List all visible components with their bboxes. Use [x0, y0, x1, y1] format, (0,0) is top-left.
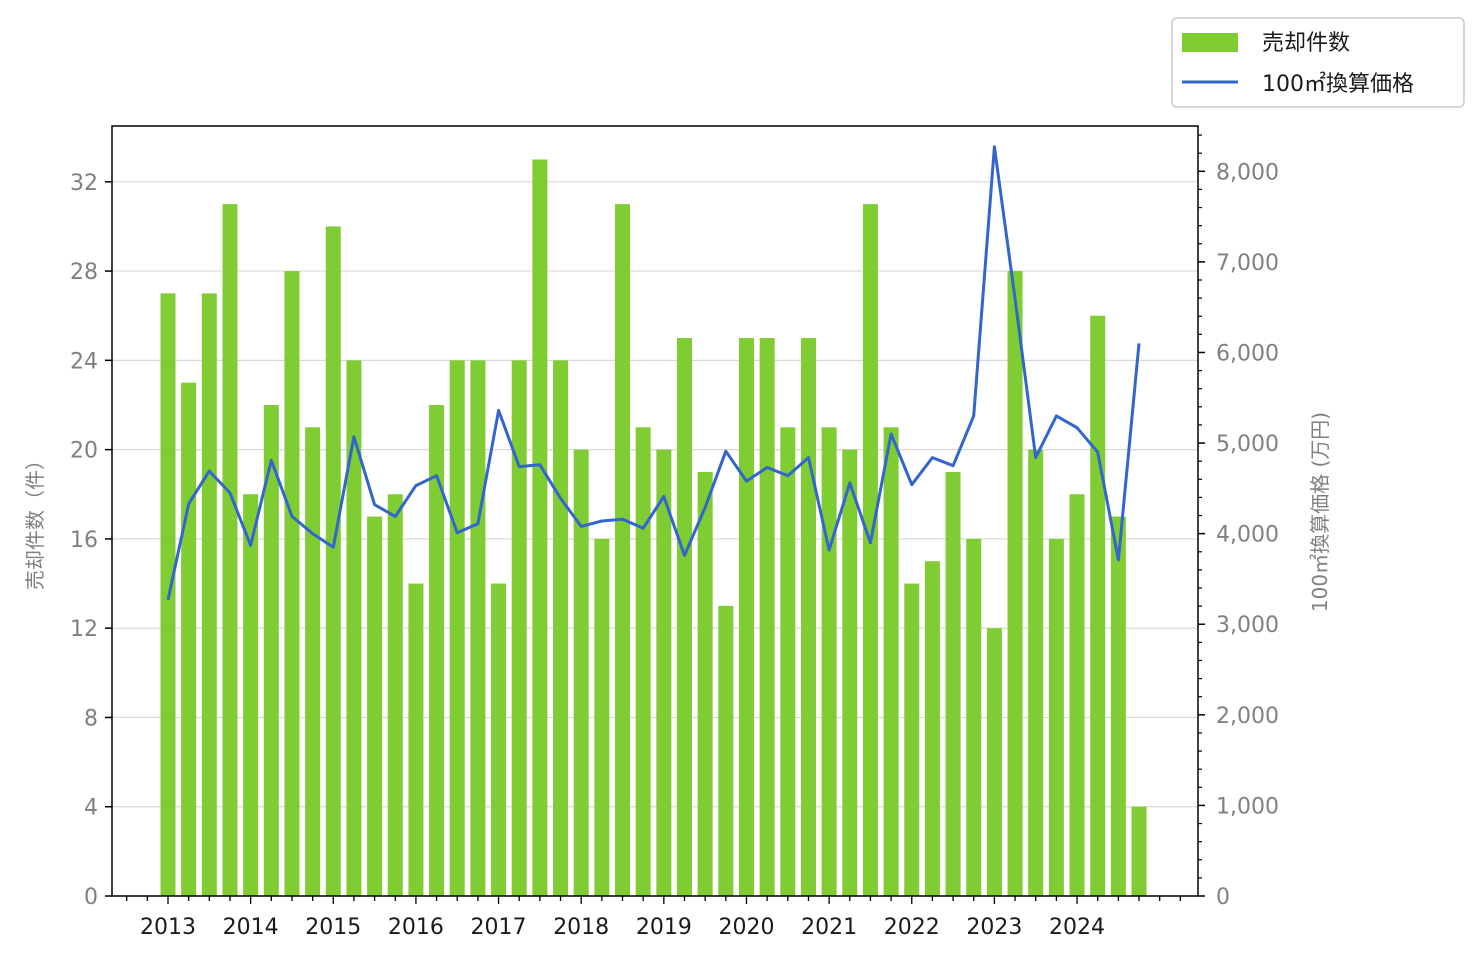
right-tick-label: 1,000 — [1216, 794, 1279, 819]
bar — [759, 338, 775, 896]
left-tick-label: 24 — [70, 349, 98, 374]
bar — [1090, 315, 1106, 896]
legend-bar-swatch — [1182, 33, 1238, 52]
x-tick-label: 2021 — [801, 915, 857, 940]
bar — [387, 494, 403, 896]
bar — [1131, 806, 1147, 896]
bar — [449, 360, 465, 896]
x-tick-label: 2016 — [388, 915, 444, 940]
x-tick-label: 2017 — [471, 915, 527, 940]
bar — [986, 628, 1002, 896]
bar — [904, 583, 920, 896]
bar — [615, 204, 631, 896]
x-tick-label: 2020 — [718, 915, 774, 940]
price-line-series — [166, 145, 1141, 601]
bar — [532, 159, 548, 896]
x-tick-label: 2023 — [966, 915, 1022, 940]
right-tick-label: 5,000 — [1216, 432, 1279, 457]
bar — [677, 338, 692, 896]
bar — [966, 538, 982, 896]
bar — [821, 427, 837, 896]
bar — [594, 538, 610, 896]
bar — [429, 404, 445, 896]
bar — [697, 471, 713, 896]
right-tick-label: 2,000 — [1216, 704, 1279, 729]
legend-bar-label: 売却件数 — [1262, 31, 1350, 56]
x-tick-label: 2024 — [1049, 915, 1105, 940]
x-tick-label: 2014 — [223, 915, 279, 940]
bar — [263, 404, 279, 896]
bar — [945, 471, 961, 896]
right-tick-label: 6,000 — [1216, 341, 1279, 366]
right-tick-label: 4,000 — [1216, 523, 1279, 548]
x-tick-label: 2022 — [884, 915, 940, 940]
bar — [222, 204, 238, 896]
plot-frame — [111, 125, 1199, 897]
bar — [408, 583, 424, 896]
bar — [842, 449, 858, 896]
legend-frame — [1171, 17, 1465, 108]
left-tick-label: 28 — [70, 260, 98, 285]
x-tick-label: 2013 — [140, 915, 196, 940]
right-axis-title: 100㎡換算価格 (万円) — [1308, 412, 1332, 612]
left-axis-title: 売却件数（件） — [23, 450, 47, 590]
bar — [201, 293, 217, 896]
bar — [1028, 449, 1044, 896]
bar — [181, 382, 197, 897]
left-tick-label: 16 — [70, 528, 98, 553]
left-tick-label: 20 — [70, 439, 98, 464]
bar — [346, 360, 362, 896]
left-tick-label: 8 — [84, 706, 98, 731]
right-tick-label: 8,000 — [1216, 160, 1279, 185]
legend: 売却件数 100㎡換算価格 — [1171, 17, 1465, 108]
bar — [470, 360, 486, 896]
bar — [1110, 516, 1126, 896]
legend-line-label: 100㎡換算価格 — [1262, 71, 1414, 97]
left-axis: 0 4 8 12 16 20 24 28 32 — [70, 171, 112, 910]
bar — [883, 427, 899, 896]
bar — [635, 427, 651, 896]
bar — [511, 360, 527, 896]
bar — [573, 449, 589, 896]
bar — [325, 226, 341, 896]
bar-series — [160, 159, 1147, 897]
bar — [284, 271, 300, 896]
bar — [491, 583, 507, 896]
left-tick-label: 4 — [84, 796, 98, 821]
left-tick-label: 12 — [70, 617, 98, 642]
bar — [738, 338, 754, 896]
right-tick-label: 7,000 — [1216, 251, 1279, 276]
bar — [305, 427, 321, 896]
bar — [780, 427, 796, 896]
bar — [656, 449, 672, 896]
bar — [367, 516, 383, 896]
bar — [800, 338, 816, 896]
bar — [1007, 271, 1023, 896]
left-tick-label: 32 — [70, 171, 98, 196]
right-tick-label: 3,000 — [1216, 613, 1279, 638]
x-axis: 2013 2014 2015 2016 2017 2018 2019 2020 2021 2022… — [126, 896, 1181, 940]
bar — [553, 360, 569, 896]
x-tick-label: 2015 — [305, 915, 361, 940]
x-tick-label: 2018 — [553, 915, 609, 940]
right-axis: 0 1,000 2,000 3,000 4,000 5,000 6,000 7,000 8,00… — [1198, 134, 1279, 910]
bar — [862, 204, 878, 896]
bar — [1048, 538, 1064, 896]
right-tick-label: 0 — [1216, 885, 1230, 910]
x-tick-label: 2019 — [636, 915, 692, 940]
bar — [718, 605, 734, 896]
bar — [924, 561, 940, 896]
bar — [1069, 494, 1085, 896]
bar — [243, 494, 259, 896]
left-tick-label: 0 — [84, 885, 98, 910]
